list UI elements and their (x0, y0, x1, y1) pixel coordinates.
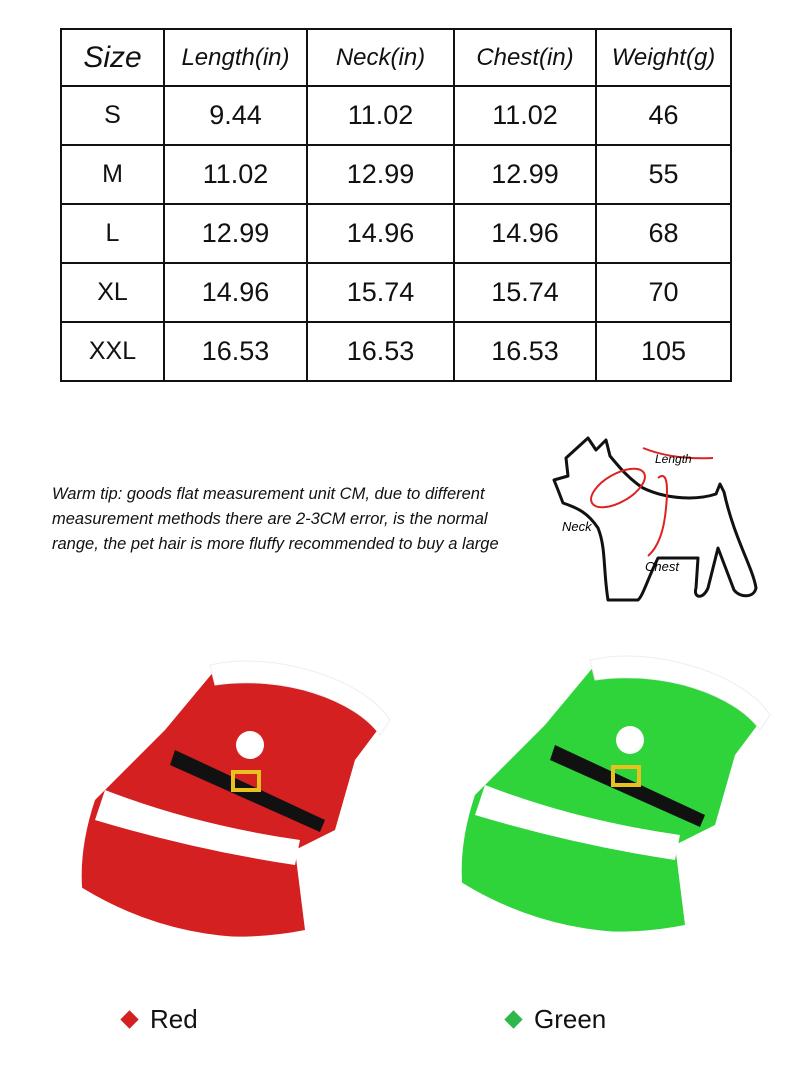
table-row: M 11.02 12.99 12.99 55 (60, 144, 732, 205)
color-option-red: Red (120, 1004, 198, 1035)
table-cell: 14.96 (163, 262, 308, 323)
table-cell: 12.99 (163, 203, 308, 264)
table-cell: L (60, 203, 165, 264)
table-cell: 46 (595, 85, 732, 146)
table-cell: 12.99 (453, 144, 597, 205)
table-cell: S (60, 85, 165, 146)
table-cell: 14.96 (306, 203, 455, 264)
table-row: L 12.99 14.96 14.96 68 (60, 203, 732, 264)
color-option-green: Green (504, 1004, 607, 1035)
tip-line: range, the pet hair is more fluffy recom… (52, 535, 499, 553)
table-cell: 16.53 (163, 321, 308, 382)
header-length: Length(in) (163, 28, 308, 87)
length-label: Length (655, 452, 692, 466)
table-cell: M (60, 144, 165, 205)
green-dress-image (445, 655, 771, 955)
neck-label: Neck (562, 519, 593, 534)
warm-tip: Warm tip: goods flat measurement unit CM… (52, 482, 532, 557)
table-cell: 11.02 (306, 85, 455, 146)
table-cell: 15.74 (306, 262, 455, 323)
header-weight: Weight(g) (595, 28, 732, 87)
table-cell: 68 (595, 203, 732, 264)
table-cell: 11.02 (163, 144, 308, 205)
chest-label: Chest (645, 559, 680, 574)
red-diamond-icon (120, 1010, 139, 1029)
table-cell: 16.53 (306, 321, 455, 382)
table-cell: 105 (595, 321, 732, 382)
tip-line: measurement methods there are 2-3CM erro… (52, 510, 488, 528)
color-label: Red (150, 1004, 198, 1034)
header-neck: Neck(in) (306, 28, 455, 87)
table-cell: XL (60, 262, 165, 323)
color-label: Green (534, 1004, 607, 1034)
dog-measurement-icon: Length Neck Chest (552, 436, 758, 602)
table-row: XL 14.96 15.74 15.74 70 (60, 262, 732, 323)
table-row: XXL 16.53 16.53 16.53 105 (60, 321, 732, 382)
red-dress-image (65, 660, 391, 960)
table-cell: 16.53 (453, 321, 597, 382)
header-chest: Chest(in) (453, 28, 597, 87)
table-cell: 12.99 (306, 144, 455, 205)
size-table: Size Length(in) Neck(in) Chest(in) Weigh… (60, 28, 732, 382)
header-size: Size (60, 28, 165, 87)
tip-line: Warm tip: goods flat measurement unit CM… (52, 485, 485, 503)
table-cell: 11.02 (453, 85, 597, 146)
table-cell: 55 (595, 144, 732, 205)
table-header-row: Size Length(in) Neck(in) Chest(in) Weigh… (60, 28, 732, 87)
table-cell: 15.74 (453, 262, 597, 323)
table-cell: 14.96 (453, 203, 597, 264)
table-cell: 70 (595, 262, 732, 323)
green-diamond-icon (504, 1010, 523, 1029)
table-cell: 9.44 (163, 85, 308, 146)
table-cell: XXL (60, 321, 165, 382)
table-row: S 9.44 11.02 11.02 46 (60, 85, 732, 146)
